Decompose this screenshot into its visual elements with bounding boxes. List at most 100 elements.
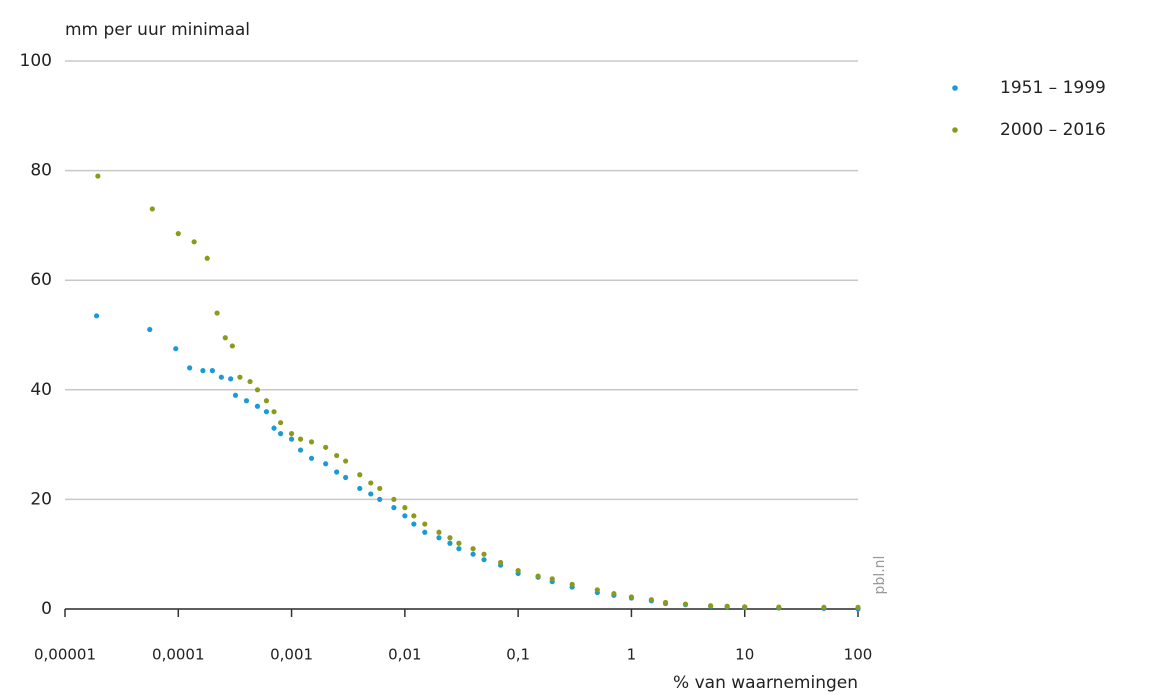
point xyxy=(288,436,295,442)
point xyxy=(93,313,100,319)
point xyxy=(535,573,541,579)
point xyxy=(229,343,235,349)
point xyxy=(218,374,224,380)
y-tick-label: 60 xyxy=(30,270,52,290)
point xyxy=(243,398,250,404)
point xyxy=(277,431,284,437)
point xyxy=(422,521,428,527)
point xyxy=(708,603,714,609)
point xyxy=(222,335,228,341)
point xyxy=(391,505,397,511)
y-tick-label: 0 xyxy=(41,599,52,619)
point xyxy=(611,591,617,597)
point xyxy=(368,491,374,497)
point xyxy=(357,485,363,492)
point xyxy=(308,439,315,445)
point xyxy=(648,597,654,603)
point xyxy=(662,599,669,606)
point xyxy=(436,535,442,541)
y-tick-label: 40 xyxy=(30,380,52,400)
x-tick-label: 0,001 xyxy=(270,646,313,664)
point xyxy=(323,461,329,467)
point xyxy=(594,587,600,593)
point xyxy=(776,604,782,610)
point xyxy=(297,447,304,453)
point xyxy=(391,496,397,502)
legend-label: 2000 – 2016 xyxy=(1000,120,1106,140)
point xyxy=(411,513,417,519)
point xyxy=(422,529,428,535)
point xyxy=(377,496,383,502)
x-tick-label: 0,1 xyxy=(506,646,530,664)
point xyxy=(470,546,476,552)
point xyxy=(232,392,239,398)
point xyxy=(481,551,487,557)
point xyxy=(447,535,453,541)
point xyxy=(343,458,349,464)
point xyxy=(323,444,329,450)
y-axis-title: mm per uur minimaal xyxy=(65,20,250,40)
legend-label: 1951 – 1999 xyxy=(1000,78,1106,98)
x-axis-title: % van waarnemingen xyxy=(673,673,858,693)
point xyxy=(497,559,504,566)
point xyxy=(481,557,487,563)
point xyxy=(456,546,462,552)
point xyxy=(628,594,635,600)
point xyxy=(334,452,340,459)
point xyxy=(682,601,689,607)
point xyxy=(402,513,408,519)
point xyxy=(447,540,453,546)
point xyxy=(95,173,101,179)
point xyxy=(724,603,730,609)
point xyxy=(271,409,277,415)
point xyxy=(411,521,417,527)
point xyxy=(254,403,261,409)
point xyxy=(149,206,155,212)
point xyxy=(277,420,284,426)
point xyxy=(297,436,304,442)
point xyxy=(247,378,253,385)
point xyxy=(515,568,521,574)
x-tick-label: 1 xyxy=(627,646,637,664)
point xyxy=(436,529,442,535)
point xyxy=(742,604,748,610)
point xyxy=(357,472,363,478)
point xyxy=(187,365,193,371)
point xyxy=(569,581,575,587)
x-tick-label: 100 xyxy=(844,646,873,664)
watermark: pbl.nl xyxy=(872,556,888,595)
x-tick-label: 0,00001 xyxy=(34,646,96,664)
point xyxy=(821,604,827,610)
point xyxy=(263,398,270,404)
point xyxy=(334,469,340,475)
y-tick-label: 80 xyxy=(30,161,52,181)
point xyxy=(147,326,153,333)
point xyxy=(271,425,277,431)
y-tick-label: 20 xyxy=(30,489,52,509)
point xyxy=(470,551,476,557)
x-tick-label: 0,01 xyxy=(388,646,421,664)
point xyxy=(308,455,315,461)
point xyxy=(343,474,349,481)
point xyxy=(402,505,408,511)
y-tick-label: 100 xyxy=(20,51,52,71)
point xyxy=(254,387,261,393)
point xyxy=(288,431,295,437)
x-tick-label: 10 xyxy=(735,646,754,664)
point xyxy=(175,231,181,237)
point xyxy=(204,255,210,261)
point xyxy=(263,409,270,415)
point xyxy=(237,374,243,380)
x-tick-label: 0,0001 xyxy=(152,646,205,664)
legend-marker xyxy=(952,85,958,91)
point xyxy=(377,485,383,492)
point xyxy=(209,368,215,374)
legend-marker xyxy=(952,127,958,133)
point xyxy=(228,376,234,382)
point xyxy=(368,480,374,486)
point xyxy=(855,604,861,610)
point xyxy=(214,310,220,316)
point xyxy=(200,368,206,374)
point xyxy=(549,576,555,582)
